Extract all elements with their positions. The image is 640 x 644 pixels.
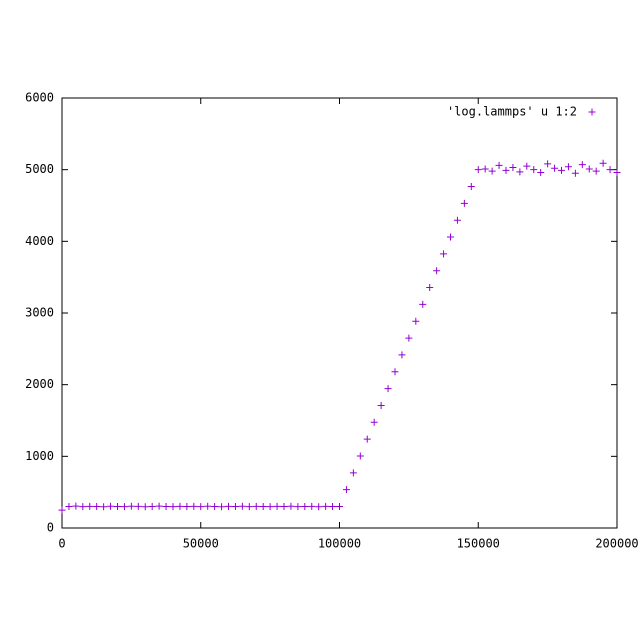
point (412, 317, 420, 325)
point (537, 169, 545, 177)
y-tick-label: 4000 (25, 234, 54, 248)
point (322, 502, 330, 510)
point (558, 166, 565, 174)
point (564, 163, 572, 171)
point (599, 159, 607, 167)
point (93, 503, 101, 510)
legend-marker (588, 108, 596, 116)
point (127, 502, 135, 510)
point (592, 167, 600, 175)
point (315, 503, 323, 511)
point (370, 418, 378, 426)
point (391, 368, 399, 376)
x-tick-label: 100000 (318, 537, 361, 551)
point (356, 452, 364, 460)
point (384, 385, 392, 393)
point (551, 164, 559, 172)
point (225, 502, 232, 510)
point (273, 502, 281, 510)
point (440, 250, 448, 258)
point (502, 166, 510, 174)
point (294, 503, 302, 511)
point (426, 284, 434, 292)
point (176, 502, 184, 510)
point (301, 503, 309, 510)
point (259, 503, 267, 510)
point (495, 161, 503, 169)
point (613, 169, 621, 177)
point (329, 503, 337, 510)
point (231, 503, 239, 510)
point (481, 165, 489, 173)
point (287, 502, 295, 510)
point (308, 502, 316, 510)
point (252, 502, 260, 510)
point (183, 503, 191, 510)
point (134, 502, 142, 510)
point (148, 503, 156, 510)
point (266, 503, 274, 511)
point (544, 160, 552, 168)
x-tick-label: 200000 (595, 537, 638, 551)
y-tick-label: 6000 (25, 91, 54, 105)
point (211, 503, 219, 510)
point (523, 162, 531, 170)
y-tick-label: 2000 (25, 377, 54, 391)
point (571, 169, 579, 177)
point (460, 199, 468, 207)
point (578, 161, 586, 169)
point (141, 503, 149, 511)
x-tick-label: 150000 (457, 537, 500, 551)
x-tick-label: 0 (58, 537, 65, 551)
y-tick-label: 5000 (25, 162, 54, 176)
y-tick-label: 1000 (25, 449, 54, 463)
point (218, 503, 226, 511)
point (169, 503, 177, 511)
point (433, 267, 441, 275)
point (79, 503, 87, 511)
point (120, 503, 128, 511)
point (474, 166, 482, 174)
point (488, 167, 496, 175)
point (419, 300, 427, 308)
point (363, 435, 371, 443)
point (245, 503, 253, 511)
point (336, 503, 343, 510)
point (65, 503, 73, 510)
point (58, 506, 66, 514)
legend-label: 'log.lammps' u 1:2 (447, 105, 577, 119)
point (509, 164, 517, 172)
point (377, 401, 385, 409)
point (447, 233, 454, 241)
point (453, 216, 461, 224)
point (190, 502, 198, 510)
point (398, 351, 406, 359)
point (162, 503, 170, 510)
point (280, 503, 288, 510)
point (197, 503, 205, 511)
plot-frame (61, 97, 618, 529)
x-tick-label: 50000 (183, 537, 219, 551)
point (72, 502, 80, 510)
point (530, 166, 538, 174)
point (342, 486, 350, 494)
point (585, 165, 593, 173)
point (405, 334, 413, 342)
point (606, 166, 614, 174)
point (114, 503, 121, 510)
point (100, 503, 108, 511)
point (349, 469, 357, 477)
point (107, 502, 115, 510)
point (204, 502, 212, 510)
point (155, 502, 163, 510)
point (467, 183, 475, 191)
point (86, 502, 94, 510)
point (238, 502, 246, 510)
y-tick-label: 0 (47, 521, 54, 535)
point (516, 168, 524, 176)
y-tick-label: 3000 (25, 306, 54, 320)
